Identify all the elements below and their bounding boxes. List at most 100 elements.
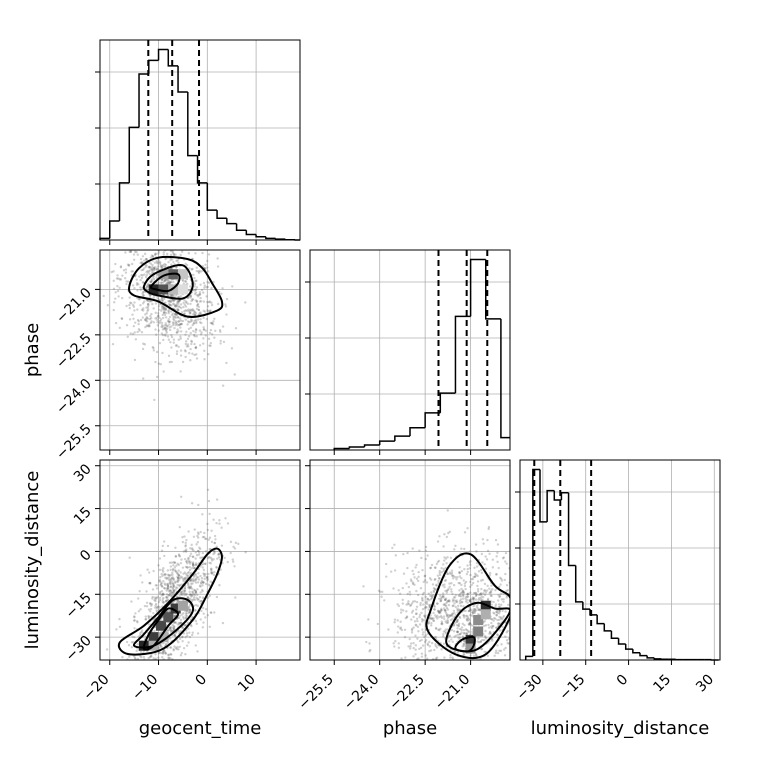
scatter-point xyxy=(152,569,155,573)
scatter-point xyxy=(184,350,187,353)
scatter-point xyxy=(475,654,478,657)
scatter-point xyxy=(498,610,502,613)
scatter-point xyxy=(410,579,413,583)
scatter-point xyxy=(141,377,145,380)
scatter-point xyxy=(434,588,437,591)
scatter-point xyxy=(189,308,192,311)
scatter-point xyxy=(436,610,440,613)
scatter-point xyxy=(175,313,179,317)
contour-level-3 xyxy=(142,607,180,651)
scatter-point xyxy=(429,566,433,569)
histogram-bin xyxy=(603,623,612,632)
scatter-point xyxy=(498,629,502,632)
scatter-point xyxy=(161,298,164,301)
scatter-point xyxy=(429,597,433,601)
scatter-point xyxy=(155,375,159,379)
scatter-point xyxy=(208,309,212,313)
scatter-point xyxy=(177,563,181,567)
scatter-point xyxy=(194,592,197,595)
scatter-point xyxy=(152,321,156,324)
scatter-point xyxy=(151,588,155,591)
scatter-point xyxy=(131,303,135,307)
scatter-point xyxy=(146,299,149,303)
scatter-point xyxy=(162,641,165,645)
scatter-point xyxy=(193,313,197,317)
scatter-point xyxy=(162,652,165,655)
scatter-point xyxy=(184,593,188,596)
scatter-point xyxy=(189,296,193,299)
scatter-point xyxy=(174,588,177,591)
scatter-point xyxy=(188,593,192,596)
scatter-point xyxy=(459,595,463,598)
scatter-point xyxy=(167,281,171,284)
scatter-point xyxy=(184,280,188,283)
scatter-point xyxy=(204,562,207,565)
scatter-point xyxy=(165,331,168,334)
scatter-point xyxy=(490,589,493,592)
histogram-bin xyxy=(118,182,130,221)
scatter-point xyxy=(164,576,167,579)
scatter-point xyxy=(169,652,172,656)
scatter-point xyxy=(102,294,105,298)
scatter-point xyxy=(189,302,192,306)
histogram-bin xyxy=(500,318,510,439)
scatter-point xyxy=(180,311,184,314)
scatter-point xyxy=(409,642,413,645)
scatter-point xyxy=(168,575,171,578)
scatter-point xyxy=(197,549,200,553)
scatter-point xyxy=(450,571,454,575)
scatter-point xyxy=(199,333,203,336)
scatter-point xyxy=(479,579,483,582)
scatter-point xyxy=(181,626,184,629)
scatter-point xyxy=(198,321,202,324)
scatter-point xyxy=(194,288,197,291)
scatter-point xyxy=(408,637,411,641)
scatter-point xyxy=(141,347,145,351)
scatter-point xyxy=(443,585,446,589)
scatter-point xyxy=(234,541,238,545)
scatter-point xyxy=(365,640,368,644)
scatter-point xyxy=(145,257,148,261)
scatter-point xyxy=(167,656,170,659)
scatter-point xyxy=(480,587,483,591)
scatter-point xyxy=(184,333,187,336)
scatter-point xyxy=(471,596,474,599)
scatter-point xyxy=(459,592,462,596)
scatter-point xyxy=(199,618,202,621)
scatter-point xyxy=(186,337,190,341)
scatter-point xyxy=(167,320,171,323)
scatter-point xyxy=(164,583,167,586)
scatter-point xyxy=(138,298,141,301)
scatter-point xyxy=(138,590,141,593)
scatter-point xyxy=(466,614,469,618)
scatter-point xyxy=(412,641,415,645)
scatter-point xyxy=(197,578,201,581)
scatter-point xyxy=(207,538,210,541)
contour-level-3 xyxy=(149,272,181,293)
scatter-point xyxy=(467,629,470,633)
scatter-point xyxy=(455,600,459,604)
scatter-point xyxy=(178,525,181,529)
scatter-point xyxy=(168,561,172,564)
scatter-point xyxy=(193,342,196,346)
histogram-bin xyxy=(589,609,598,616)
scatter-point xyxy=(170,335,174,339)
scatter-point xyxy=(203,349,206,353)
scatter-point xyxy=(146,568,149,571)
scatter-point xyxy=(167,576,170,580)
scatter-point xyxy=(494,588,497,592)
scatter-point xyxy=(183,591,186,595)
scatter-point xyxy=(152,277,156,281)
scatter-point xyxy=(463,639,466,643)
scatter-point xyxy=(468,550,472,553)
scatter-point xyxy=(174,581,177,584)
scatter-point xyxy=(187,308,190,311)
scatter-point xyxy=(193,285,196,288)
scatter-point xyxy=(469,598,472,602)
scatter-point xyxy=(195,279,198,282)
scatter-point xyxy=(185,301,188,304)
histogram-bin xyxy=(394,435,410,442)
scatter-point xyxy=(406,566,409,570)
scatter-point xyxy=(210,568,213,571)
scatter-point xyxy=(166,573,170,577)
